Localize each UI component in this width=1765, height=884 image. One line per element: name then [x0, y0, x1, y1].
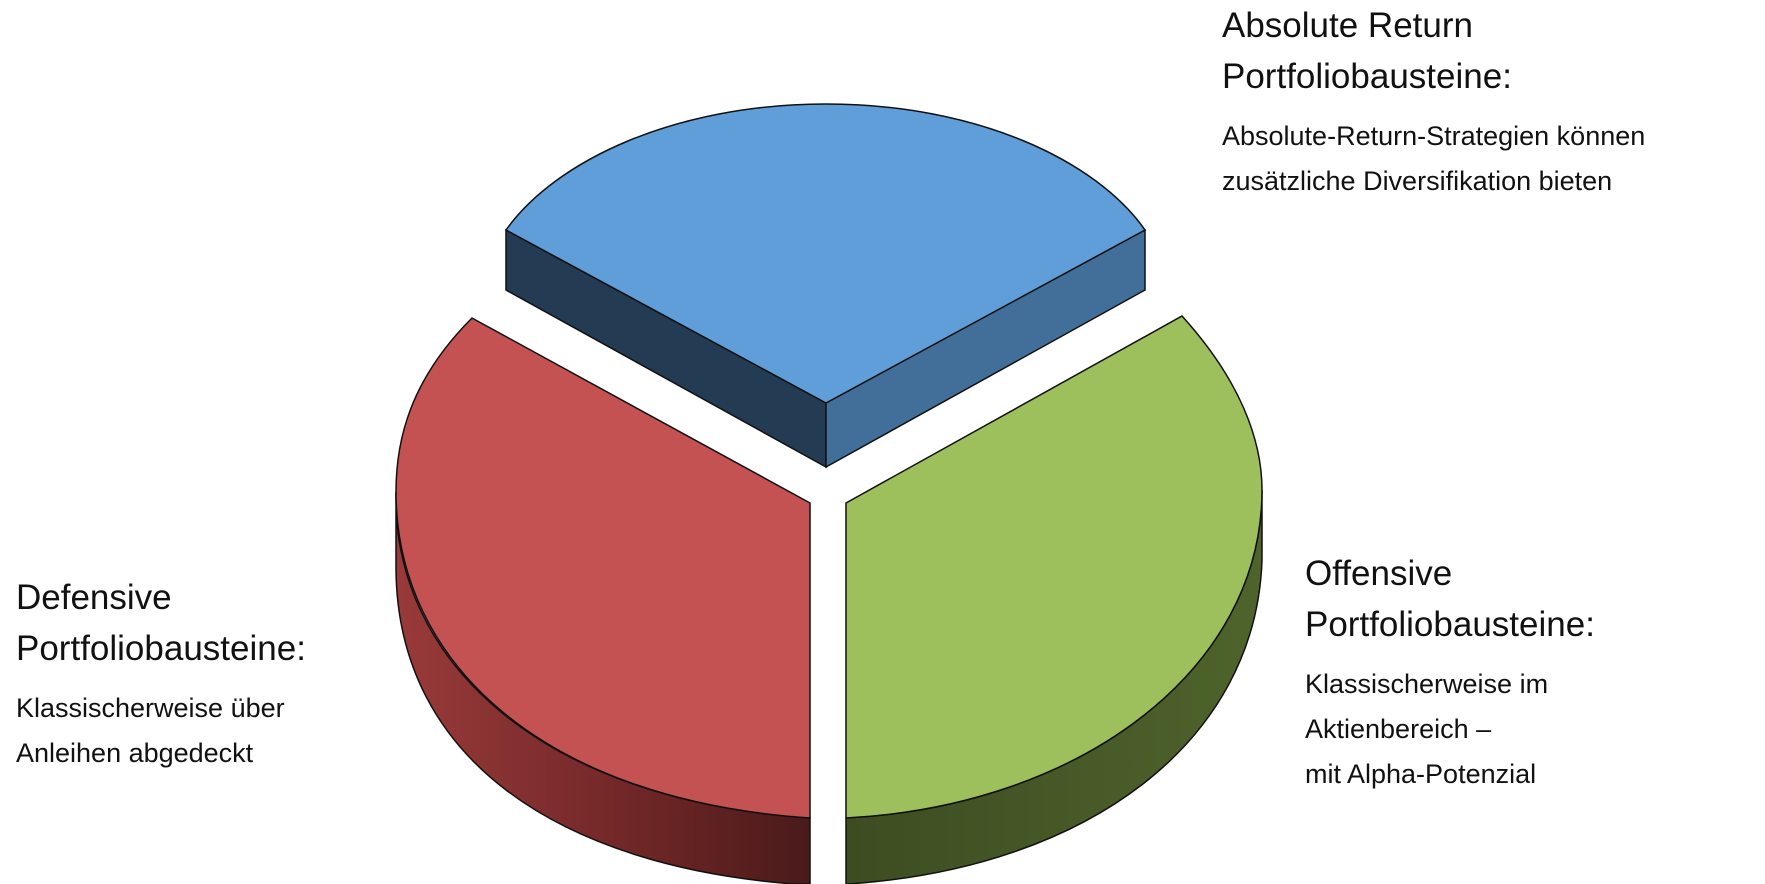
label-defensive-desc-line2: Anleihen abgedeckt [16, 738, 254, 768]
label-defensive: Defensive Portfoliobausteine: Klassische… [16, 572, 306, 776]
label-defensive-title: Defensive Portfoliobausteine: [16, 572, 306, 674]
label-absolute-desc-line2: zusätzliche Diversifikation bieten [1222, 166, 1613, 196]
pie-slice-offensive [845, 315, 1263, 884]
label-offensive: Offensive Portfoliobausteine: Klassische… [1305, 548, 1595, 797]
label-offensive-title: Offensive Portfoliobausteine: [1305, 548, 1595, 650]
label-absolute-title: Absolute Return Portfoliobausteine: [1222, 0, 1645, 102]
label-absolute-desc-line1: Absolute-Return-Strategien können [1222, 121, 1646, 151]
label-offensive-description: Klassischerweise im Aktienbereich – mit … [1305, 662, 1595, 797]
label-absolute-title-line2: Portfoliobausteine: [1222, 57, 1512, 96]
label-offensive-desc-line3: mit Alpha-Potenzial [1305, 759, 1537, 789]
pie-slice-offensive-top [845, 315, 1263, 819]
label-defensive-title-line2: Portfoliobausteine: [16, 629, 306, 668]
label-offensive-title-line2: Portfoliobausteine: [1305, 605, 1595, 644]
label-absolute-return: Absolute Return Portfoliobausteine: Abso… [1222, 0, 1645, 204]
label-defensive-title-line1: Defensive [16, 578, 172, 617]
pie-slice-defensive-top [395, 317, 811, 819]
label-absolute-description: Absolute-Return-Strategien können zusätz… [1222, 114, 1645, 204]
label-defensive-desc-line1: Klassischerweise über [16, 693, 285, 723]
pie-slice-absolute [504, 103, 1147, 469]
label-absolute-title-line1: Absolute Return [1222, 6, 1473, 45]
label-defensive-description: Klassischerweise über Anleihen abgedeckt [16, 686, 306, 776]
pie-slice-defensive [395, 317, 811, 884]
pie-slice-defensive-side [395, 491, 811, 884]
label-offensive-desc-line2: Aktienbereich – [1305, 714, 1492, 744]
label-offensive-title-line1: Offensive [1305, 554, 1453, 593]
pie-slice-absolute-top [504, 103, 1147, 404]
label-offensive-desc-line1: Klassischerweise im [1305, 669, 1549, 699]
